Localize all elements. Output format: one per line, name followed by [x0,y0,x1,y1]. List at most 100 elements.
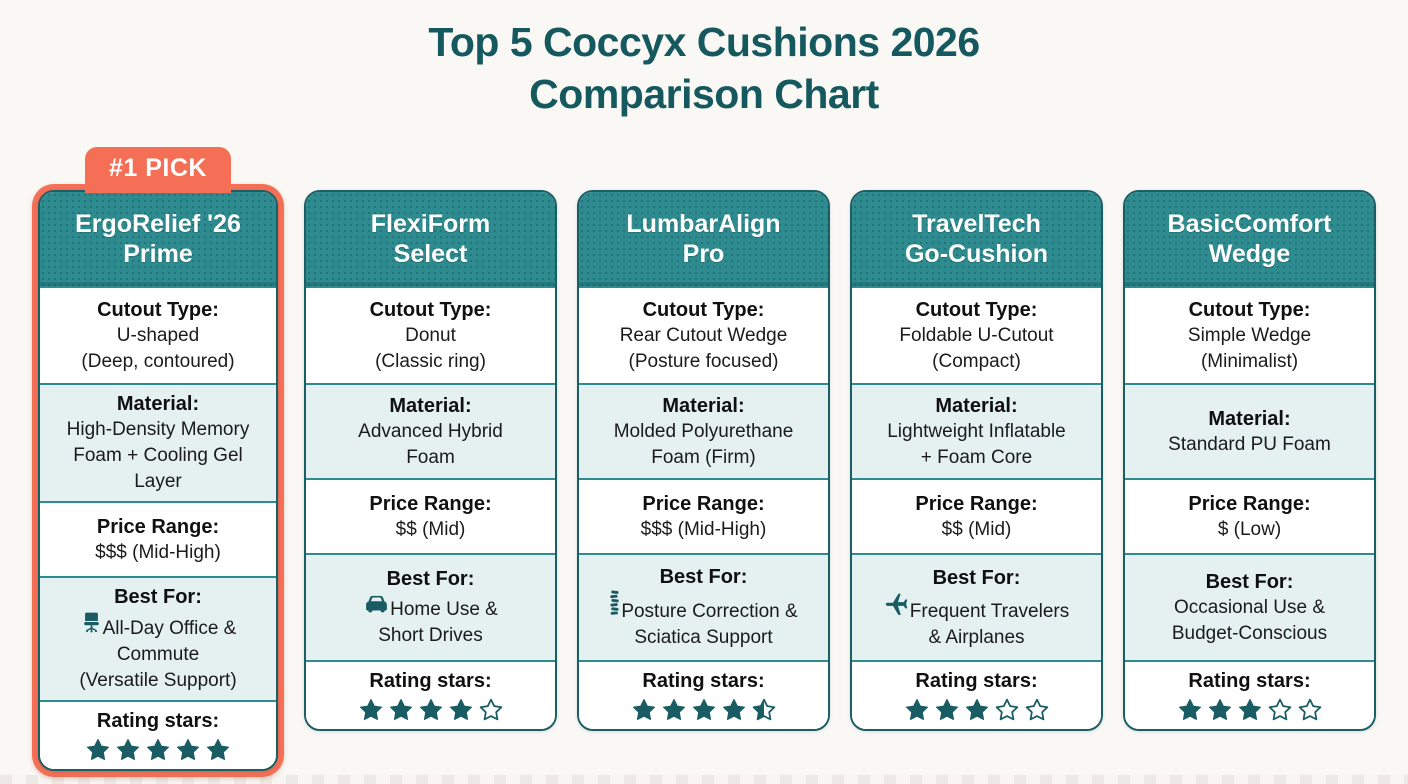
star-empty-icon [1268,698,1291,721]
row-label: Price Range: [1188,492,1311,515]
value-line: (Minimalist) [1200,350,1299,372]
star-full-icon [905,699,928,720]
star-full-icon [449,699,472,720]
star-rating-4.5 [630,696,778,723]
value-line: + Foam Core [920,446,1033,468]
row-best-for: Best For: Frequent Travelers & Airplanes [852,553,1101,660]
row-label: Best For: [659,566,748,588]
row-label: Material: [116,393,200,415]
row-label: Material: [662,394,745,417]
star-full-icon [147,739,169,760]
product-name: TravelTech Go-Cushion [852,192,1101,286]
star-empty-icon [1298,698,1321,721]
star-rating-4 [357,696,505,723]
row-label: Material: [935,394,1018,417]
value-line: Commute [116,644,200,665]
row-price-range: Price Range: $ (Low) [1125,478,1374,553]
value-line: Prime [123,240,193,268]
value-line: TravelTech [912,210,1041,238]
value-text: Frequent Travelers [909,600,1070,622]
row-label: Best For: [1205,570,1294,593]
row-rating: Rating stars: [852,660,1101,729]
star-full-icon [692,699,715,720]
value-line: Simple Wedge [1187,324,1312,346]
best-for-value: Frequent Travelers & Airplanes [884,591,1069,651]
airplane-icon [885,592,908,615]
value-line: Budget-Conscious [1171,622,1328,644]
value-text: All-Day Office & [102,618,237,639]
office-chair-icon [83,612,99,633]
star-full-icon [1178,699,1201,720]
star-full-icon [1208,699,1231,720]
star-full-icon [207,739,229,760]
product-name: BasicComfort Wedge [1125,192,1374,286]
row-label: Rating stars: [369,670,492,692]
page-title: Top 5 Coccyx Cushions 2026 Comparison Cha… [0,16,1408,120]
value-line: U-shaped [116,324,200,346]
card-col-5: BasicComfort Wedge Cutout Type: Simple Wedg… [1123,190,1376,731]
row-material: Material: Lightweight Inflatable + Foam Co… [852,383,1101,478]
row-cutout-type: Cutout Type: U-shaped (Deep, contoured) [40,286,276,383]
star-full-icon [935,699,958,720]
value-line: $ (Low) [1217,518,1282,540]
star-full-icon [389,699,412,720]
row-price-range: Price Range: $$$ (Mid-High) [579,478,828,553]
row-material: Material: Standard PU Foam [1125,383,1374,478]
top-pick-badge: #1 PICK [85,147,231,193]
price-range-value: $$$ (Mid-High) [95,540,221,566]
material-value: Lightweight Inflatable + Foam Core [887,419,1066,471]
star-full-icon [722,699,745,720]
star-full-icon [87,739,109,760]
best-for-value: All-Day Office & Commute (Versatile Suppor… [79,610,237,694]
page-title-line1: Top 5 Coccyx Cushions 2026 [428,19,980,65]
cutout-type-value: Donut (Classic ring) [375,323,486,375]
value-line: $$ (Mid) [941,518,1012,540]
row-label: Cutout Type: [369,298,492,321]
value-line: Short Drives [378,625,483,646]
product-name: ErgoRelief '26 Prime [40,192,276,286]
value-line: Standard PU Foam [1168,433,1331,455]
star-empty-icon [479,698,502,721]
spine-icon [610,590,620,615]
value-line: LumbarAlign [626,210,781,238]
value-line: Pro [682,240,725,268]
row-material: Material: Molded Polyurethane Foam (Firm) [579,383,828,478]
value-line: Go-Cushion [904,240,1049,268]
value-line: FlexiForm [370,210,491,238]
value-line: Select [393,240,468,268]
best-for-value: Posture Correction & Sciatica Support [609,590,798,651]
row-price-range: Price Range: $$ (Mid) [852,478,1101,553]
value-line: Sciatica Support [634,627,773,648]
row-label: Cutout Type: [1188,298,1311,321]
value-line: $$$ (Mid-High) [95,541,221,563]
card-col-4: TravelTech Go-Cushion Cutout Type: Foldable… [850,190,1103,731]
value-line: Wedge [1208,240,1291,268]
row-cutout-type: Cutout Type: Simple Wedge (Minimalist) [1125,286,1374,383]
star-empty-icon [995,698,1018,721]
row-label: Material: [389,394,472,417]
row-rating: Rating stars: [40,700,276,769]
value-line: (Deep, contoured) [81,350,235,372]
row-cutout-type: Cutout Type: Rear Cutout Wedge (Posture fo… [579,286,828,383]
cutout-type-value: Foldable U-Cutout (Compact) [899,323,1053,375]
row-label: Price Range: [96,515,220,538]
star-full-icon [359,699,382,720]
row-rating: Rating stars: [579,660,828,729]
row-label: Rating stars: [1188,670,1311,692]
value-line: Frequent Travelers [884,591,1069,625]
star-rating-3 [1176,696,1324,723]
product-name: LumbarAlign Pro [579,192,828,286]
value-line: Rear Cutout Wedge [619,324,788,346]
row-label: Rating stars: [915,670,1038,692]
material-value: Advanced Hybrid Foam [358,419,503,471]
product-card-2: FlexiForm Select Cutout Type: Donut (Classic… [304,190,557,731]
row-label: Cutout Type: [642,298,765,321]
comparison-cards: #1 PICK ErgoRelief '26 Prime Cutout Type: U-… [0,147,1408,777]
material-value: High-Density Memory Foam + Cooling Gel La… [48,417,268,495]
row-label: Best For: [114,586,202,608]
star-rating-5 [84,736,232,763]
price-range-value: $$$ (Mid-High) [641,517,767,543]
star-full-icon [1238,699,1261,720]
value-text: Posture Correction & [621,601,798,622]
star-full-icon [965,699,988,720]
